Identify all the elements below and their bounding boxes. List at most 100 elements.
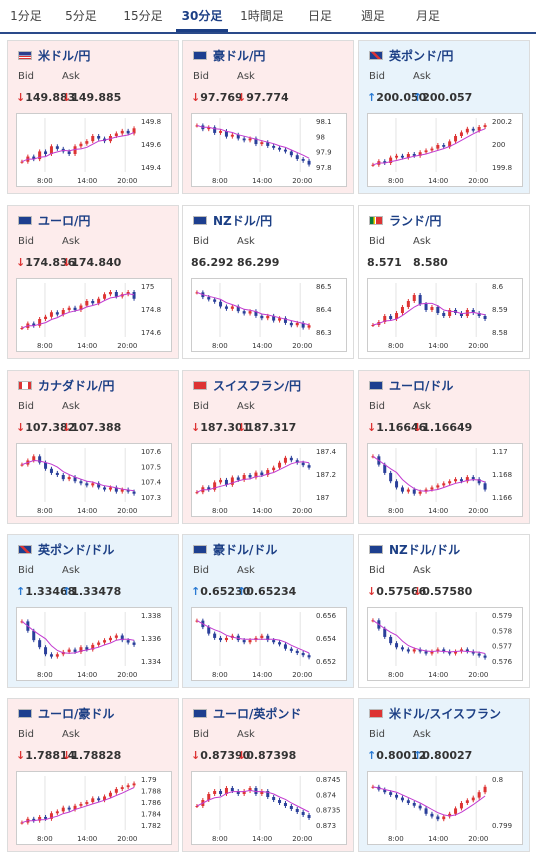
moving-average-line: [372, 455, 486, 492]
candle-body: [412, 154, 416, 156]
x-tick-label: 8:00: [37, 342, 53, 350]
tab-1[interactable]: 5分足: [65, 9, 97, 23]
mini-chart[interactable]: 187.4 187.2 187 8:00 14:00 20:00: [191, 443, 347, 517]
pair-title[interactable]: ユーロ/豪ドル: [18, 705, 114, 722]
rate-card[interactable]: NZドル/ドル Bid Ask ↓0.57566 ↓0.57580 0.579 0.578 0…: [358, 534, 530, 688]
rate-card[interactable]: 米ドル/円 Bid Ask ↓149.883 ↓149.885 149.8 149.6 149…: [7, 40, 179, 194]
y-tick-label: 1.782: [141, 822, 161, 830]
ask-value: ↑0.65234: [237, 585, 296, 598]
pair-title[interactable]: ユーロ/英ポンド: [193, 705, 301, 722]
pair-title[interactable]: スイスフラン/円: [193, 377, 301, 394]
rate-card[interactable]: ユーロ/ドル Bid Ask ↓1.16646 ↓1.16649 1.17 1.168 1.1…: [358, 370, 530, 524]
candle-body: [103, 796, 107, 801]
candle-body: [213, 127, 217, 133]
flag-icon: [18, 709, 32, 718]
mini-chart[interactable]: 8.6 8.59 8.58 8:00 14:00 20:00: [367, 278, 523, 352]
rate-card[interactable]: 豪ドル/ドル Bid Ask ↑0.65230 ↑0.65234 0.656 0.654 0.…: [182, 534, 354, 688]
mini-chart[interactable]: 149.8 149.6 149.4 8:00 14:00 20:00: [16, 113, 172, 187]
mini-chart[interactable]: 0.579 0.578 0.577 0.576 8:00 14:00 20:00: [367, 607, 523, 681]
mini-chart[interactable]: 1.79 1.788 1.786 1.784 1.782 8:00 14:00 20:00: [16, 771, 172, 845]
rate-card[interactable]: 英ポンド/ドル Bid Ask ↑1.33468 ↑1.33478 1.338 1.336 1…: [7, 534, 179, 688]
tab-7[interactable]: 月足: [415, 9, 440, 23]
candle-body: [195, 806, 199, 807]
rate-card[interactable]: ユーロ/英ポンド Bid Ask ↓0.87390 ↓0.87398 0.8745 0.87…: [182, 698, 354, 852]
x-tick-label: 20:00: [117, 342, 137, 350]
rate-card[interactable]: NZドル/円 Bid Ask 86.292 86.299 86.5 86.4 86.3 8:00…: [182, 205, 354, 359]
pair-title[interactable]: 米ドル/スイスフラン: [369, 705, 501, 722]
pair-title[interactable]: NZドル/円: [193, 212, 272, 229]
pair-title[interactable]: ユーロ/円: [18, 212, 90, 229]
candle-body: [32, 456, 36, 461]
candle-body: [483, 316, 487, 319]
candle-body: [406, 489, 410, 492]
candle-body: [248, 640, 252, 643]
pair-title[interactable]: 豪ドル/ドル: [193, 541, 277, 558]
pair-title[interactable]: ランド/円: [369, 212, 441, 229]
mini-chart[interactable]: 0.656 0.654 0.652 8:00 14:00 20:00: [191, 607, 347, 681]
pair-title[interactable]: 豪ドル/円: [193, 47, 265, 64]
candle-body: [371, 325, 375, 326]
ask-value: 8.580: [413, 256, 448, 269]
candle-body: [254, 138, 258, 145]
candle-body: [400, 487, 404, 492]
tab-2[interactable]: 15分足: [123, 9, 163, 23]
tab-3[interactable]: 30分足: [176, 0, 228, 32]
candle-body: [389, 792, 393, 795]
candle-body: [91, 301, 95, 304]
mini-chart[interactable]: 1.17 1.168 1.166 8:00 14:00 20:00: [367, 443, 523, 517]
mini-chart[interactable]: 1.338 1.336 1.334 8:00 14:00 20:00: [16, 607, 172, 681]
candle-body: [459, 803, 463, 809]
pair-title[interactable]: 英ポンド/ドル: [18, 541, 114, 558]
pair-title[interactable]: カナダドル/円: [18, 377, 114, 394]
pair-title[interactable]: NZドル/ドル: [369, 541, 460, 558]
candle-body: [260, 472, 264, 475]
mini-chart[interactable]: 0.8 0.799 8:00 14:00 20:00: [367, 771, 523, 845]
bid-label: Bid: [369, 71, 385, 82]
y-tick-label: 200.2: [492, 118, 512, 126]
ask-label: Ask: [237, 565, 255, 576]
tab-6[interactable]: 週足: [360, 9, 385, 23]
candle-body: [289, 457, 293, 461]
y-tick-label: 0.654: [316, 635, 337, 643]
arrow-down-icon: ↓: [62, 749, 72, 762]
mini-chart[interactable]: 86.5 86.4 86.3 8:00 14:00 20:00: [191, 278, 347, 352]
bid-value: ↓107.382: [16, 421, 75, 434]
tab-5[interactable]: 日足: [307, 9, 332, 23]
candle-body: [400, 307, 404, 313]
chart-svg: 200.2 200 199.8 8:00 14:00 20:00: [371, 118, 512, 185]
tab-0[interactable]: 1分足: [10, 9, 42, 23]
bid-value: ↓174.836: [16, 256, 75, 269]
x-tick-label: 20:00: [468, 177, 488, 185]
candle-body: [283, 149, 287, 152]
rate-card[interactable]: ユーロ/円 Bid Ask ↓174.836 ↓174.840 175 174.8 174.6…: [7, 205, 179, 359]
mini-chart[interactable]: 98.1 98 97.9 97.8 8:00 14:00 20:00: [191, 113, 347, 187]
arrow-up-icon: ↑: [16, 585, 26, 598]
candle-body: [471, 477, 475, 480]
rate-card[interactable]: ユーロ/豪ドル Bid Ask ↓1.78814 ↓1.78828 1.79 1.788 1.…: [7, 698, 179, 852]
x-tick-label: 14:00: [252, 342, 272, 350]
bid-value-text: 1.33468: [25, 585, 76, 598]
rate-card[interactable]: カナダドル/円 Bid Ask ↓107.382 ↓107.388 107.6 107.5 1…: [7, 370, 179, 524]
pair-title[interactable]: ユーロ/ドル: [369, 377, 453, 394]
y-tick-label: 8.58: [492, 329, 508, 337]
ask-label: Ask: [413, 729, 431, 740]
candle-body: [242, 475, 246, 480]
tab-4[interactable]: 1時間足: [240, 9, 284, 23]
mini-chart[interactable]: 200.2 200 199.8 8:00 14:00 20:00: [367, 113, 523, 187]
candle-body: [20, 822, 24, 824]
candle-body: [389, 472, 393, 482]
y-tick-label: 149.6: [141, 141, 162, 149]
pair-title[interactable]: 英ポンド/円: [369, 47, 453, 64]
rate-card[interactable]: 英ポンド/円 Bid Ask ↑200.050 ↑200.057 200.2 200 199.…: [358, 40, 530, 194]
candle-body: [236, 134, 240, 139]
rate-card[interactable]: 米ドル/スイスフラン Bid Ask ↑0.80012 ↑0.80027 0.8 0.799…: [358, 698, 530, 852]
mini-chart[interactable]: 0.8745 0.874 0.8735 0.873 8:00 14:00 20:00: [191, 771, 347, 845]
candle-body: [278, 462, 282, 468]
mini-chart[interactable]: 175 174.8 174.6 8:00 14:00 20:00: [16, 278, 172, 352]
rate-card[interactable]: ランド/円 Bid Ask 8.571 8.580 8.6 8.59 8.58 8:00 14:0…: [358, 205, 530, 359]
pair-title[interactable]: 米ドル/円: [18, 47, 90, 64]
rate-card[interactable]: スイスフラン/円 Bid Ask ↓187.301 ↓187.317 187.4 187.2…: [182, 370, 354, 524]
rate-card[interactable]: 豪ドル/円 Bid Ask ↓97.769 ↓97.774 98.1 98 97.9 97.8 8…: [182, 40, 354, 194]
ask-label: Ask: [237, 729, 255, 740]
mini-chart[interactable]: 107.6 107.5 107.4 107.3 8:00 14:00 20:00: [16, 443, 172, 517]
